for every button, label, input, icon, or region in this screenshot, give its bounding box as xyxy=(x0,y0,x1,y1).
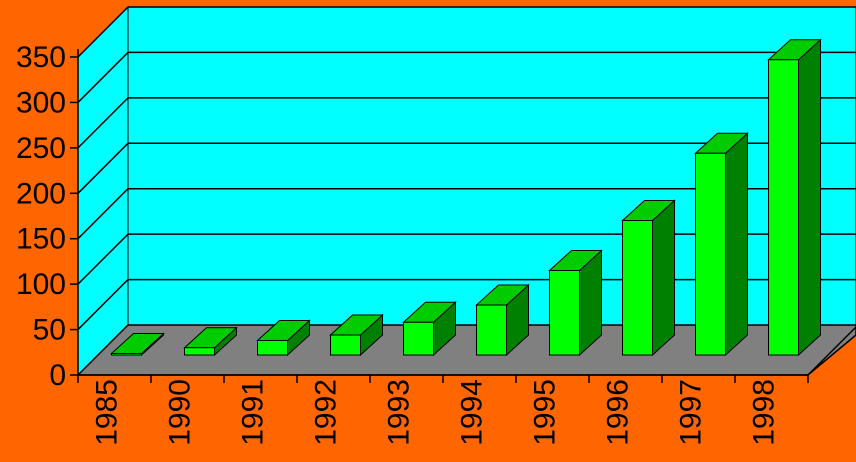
gridline-side xyxy=(77,142,129,194)
bar-1996 xyxy=(621,199,676,357)
bar-front xyxy=(476,304,507,356)
y-tick-label: 300 xyxy=(16,86,66,119)
gridline-side xyxy=(77,188,129,240)
bar-1994 xyxy=(475,283,530,357)
bar-side xyxy=(652,199,675,357)
bar-1998 xyxy=(767,38,822,357)
x-tick-label: 1991 xyxy=(237,379,270,446)
bar-1993 xyxy=(402,301,457,357)
bar-front xyxy=(403,321,434,356)
gridline-side xyxy=(77,6,129,58)
bars xyxy=(110,38,822,357)
bar-1995 xyxy=(548,249,603,357)
bar-1991 xyxy=(256,319,311,357)
x-tick-label: 1994 xyxy=(456,379,489,446)
y-tick-label: 100 xyxy=(16,268,66,301)
y-tick-label: 250 xyxy=(16,132,66,165)
bar-1990 xyxy=(183,326,238,357)
x-tick-label: 1996 xyxy=(602,379,635,446)
bar-side xyxy=(725,132,748,357)
bar-1992 xyxy=(329,313,384,357)
y-tick-label: 0 xyxy=(49,359,66,392)
x-tick-label: 1997 xyxy=(675,379,708,446)
x-tick-label: 1995 xyxy=(529,379,562,446)
x-axis-ticks: 1985 1990 1991 1992 1993 1994 1995 1996 1997 1998 xyxy=(77,375,809,446)
bar-side xyxy=(798,38,821,357)
floor-edge xyxy=(807,326,856,376)
bar-1997 xyxy=(694,132,749,357)
bar-front xyxy=(549,270,580,356)
x-tick-label: 1985 xyxy=(91,379,124,446)
bar-1985 xyxy=(110,332,165,357)
y-axis-ticks: 0 50 100 150 200 250 300 350 xyxy=(16,41,78,392)
gridline-side xyxy=(77,233,129,285)
y-tick-label: 200 xyxy=(16,177,66,210)
gridline-side xyxy=(77,279,129,331)
x-tick-label: 1990 xyxy=(164,379,197,446)
bar-front xyxy=(768,59,799,356)
x-tick-label: 1993 xyxy=(383,379,416,446)
bar-front xyxy=(184,347,215,356)
y-tick-label: 50 xyxy=(33,314,66,347)
x-tick-label: 1998 xyxy=(748,379,781,446)
bar-front xyxy=(111,353,142,356)
y-tick-label: 150 xyxy=(16,223,66,256)
bar-front xyxy=(257,339,288,356)
side-wall xyxy=(77,5,129,377)
bar-front xyxy=(695,152,726,356)
x-tick-label: 1992 xyxy=(310,379,343,446)
bar-front xyxy=(622,220,653,356)
y-tick-label: 350 xyxy=(16,41,66,74)
bar-front xyxy=(330,334,361,356)
gridline-side xyxy=(77,97,129,149)
gridline-side xyxy=(77,51,129,103)
